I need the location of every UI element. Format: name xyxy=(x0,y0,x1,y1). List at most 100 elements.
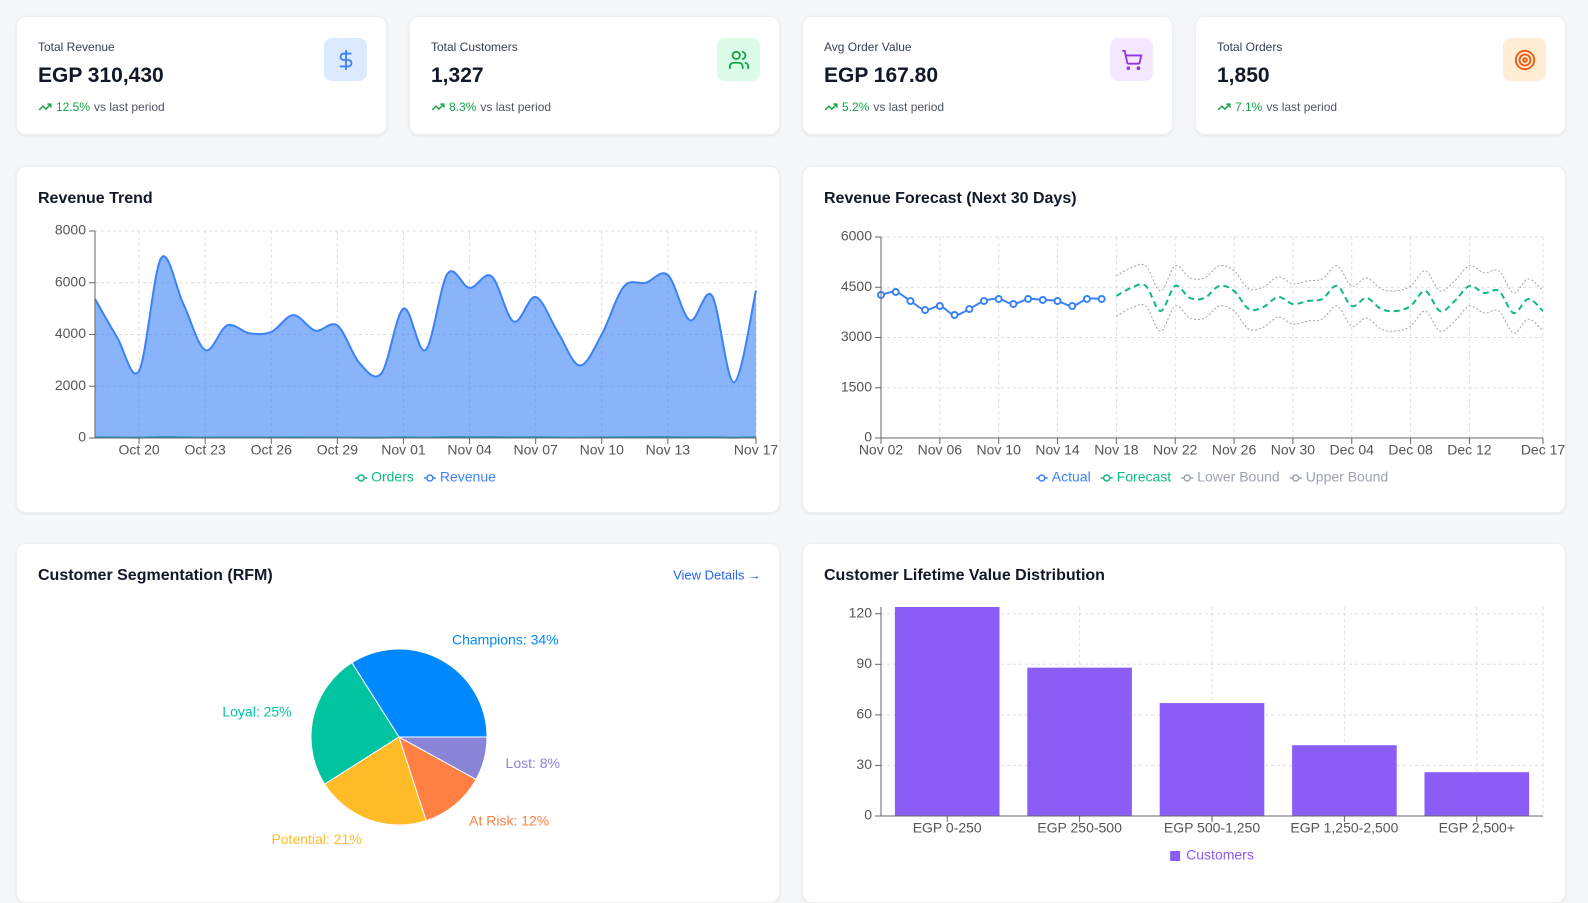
legend-label: Revenue xyxy=(440,469,496,485)
kpi-change: 8.3% vs last period xyxy=(431,100,551,114)
chart-title: Customer Lifetime Value Distribution xyxy=(824,567,1105,584)
legend-swatch xyxy=(357,474,365,482)
x-tick-label: Nov 10 xyxy=(977,442,1022,458)
x-tick-label: Nov 01 xyxy=(381,442,426,458)
trend-icon xyxy=(38,103,52,111)
point xyxy=(979,296,988,305)
x-tick-label: EGP 500-1,250 xyxy=(1164,820,1260,836)
legend-label: Actual xyxy=(1052,469,1091,485)
trend-icon xyxy=(1217,103,1231,111)
x-tick-label: Nov 30 xyxy=(1271,442,1316,458)
chart-card: Revenue Forecast (Next 30 Days) 0 1500 3000… xyxy=(802,166,1566,513)
line xyxy=(1116,263,1544,294)
y-tick-label: 3000 xyxy=(841,328,872,344)
kpi-value: EGP 310,430 xyxy=(38,64,164,87)
bar xyxy=(1292,745,1397,816)
kpi-change-suffix: vs last period xyxy=(480,100,552,114)
point xyxy=(1082,294,1091,303)
slice-label: At Risk: 12% xyxy=(469,812,549,828)
x-tick-label: Nov 10 xyxy=(580,442,625,458)
slice-label: Lost: 8% xyxy=(506,755,560,771)
y-tick-label: 4000 xyxy=(55,325,86,341)
area-line xyxy=(94,255,757,384)
chart-card: Customer Segmentation (RFM) View Details … xyxy=(16,543,780,903)
kpi-change: 12.5% vs last period xyxy=(38,100,165,114)
pie-slice xyxy=(324,736,427,826)
legend-swatch xyxy=(1291,474,1300,482)
point xyxy=(1024,294,1033,303)
x-tick-label: Oct 23 xyxy=(185,442,226,458)
legend-label: Lower Bound xyxy=(1197,469,1280,485)
line xyxy=(1116,303,1544,334)
point xyxy=(906,296,915,305)
x-tick-label: Nov 14 xyxy=(1035,442,1080,458)
point xyxy=(1068,302,1077,311)
kpi-icon xyxy=(1503,38,1546,81)
kpi-title: Avg Order Value xyxy=(824,40,912,54)
kpi-change: 7.1% vs last period xyxy=(1217,100,1337,114)
kpi-title: Total Revenue xyxy=(38,40,115,54)
x-tick-label: Nov 07 xyxy=(513,442,558,458)
legend-swatch xyxy=(1183,474,1191,482)
kpi-change-value: 12.5% xyxy=(56,100,91,114)
kpi-change: 5.2% vs last period xyxy=(824,100,944,114)
bar xyxy=(1424,772,1530,816)
chart: Revenue Forecast (Next 30 Days) 0 1500 3000… xyxy=(824,190,1565,485)
kpi-change-value: 7.1% xyxy=(1235,100,1263,114)
kpi-value: EGP 167.80 xyxy=(824,64,939,87)
kpi-title: Total Orders xyxy=(1217,40,1283,54)
pie-slice xyxy=(398,735,477,822)
kpi-icon xyxy=(717,38,760,81)
slice-label: Potential: 21% xyxy=(271,831,361,847)
x-tick-label: Oct 29 xyxy=(317,442,358,458)
point xyxy=(1038,295,1047,304)
x-tick-label: EGP 2,500+ xyxy=(1439,820,1515,836)
kpi-icon xyxy=(1110,38,1153,81)
point xyxy=(950,311,959,320)
legend-swatch xyxy=(1102,474,1111,482)
x-tick-label: Dec 12 xyxy=(1447,442,1492,458)
pie-slice xyxy=(310,662,400,785)
legend-label: Customers xyxy=(1186,847,1254,863)
chart: Revenue Trend 0 2000 4000 6000 8000 Oct 20 Oct … xyxy=(38,190,778,485)
x-tick-label: Oct 26 xyxy=(251,442,292,458)
view-details-link[interactable]: View Details → xyxy=(673,567,761,582)
y-tick-label: 0 xyxy=(78,429,86,445)
point xyxy=(965,305,974,314)
kpi-change-suffix: vs last period xyxy=(1266,100,1338,114)
chart-card: Customer Lifetime Value Distribution 0 30 6… xyxy=(802,543,1566,903)
kpi-change-suffix: vs last period xyxy=(94,100,165,114)
area-fill xyxy=(95,256,756,438)
target-icon xyxy=(1514,49,1535,70)
x-tick-label: Nov 22 xyxy=(1153,442,1198,458)
point xyxy=(921,306,930,315)
legend-label: Upper Bound xyxy=(1306,469,1389,485)
users-icon xyxy=(728,50,749,69)
x-tick-label: Nov 26 xyxy=(1212,442,1257,458)
x-tick-label: EGP 1,250-2,500 xyxy=(1290,820,1398,836)
x-tick-label: Nov 06 xyxy=(918,442,963,458)
x-tick-label: EGP 0-250 xyxy=(913,820,982,836)
y-tick-label: 0 xyxy=(864,429,872,445)
legend-swatch xyxy=(426,474,434,482)
x-tick-label: Dec 04 xyxy=(1330,442,1375,458)
trend-icon xyxy=(824,103,838,111)
kpi-card: Total Orders 1,850 7.1% vs last period xyxy=(1195,16,1566,135)
y-tick-label: 4500 xyxy=(841,278,872,294)
chart-title: Revenue Trend xyxy=(38,190,153,207)
chart-title: Customer Segmentation (RFM) xyxy=(38,567,273,584)
kpi-change-value: 5.2% xyxy=(842,100,870,114)
x-tick-label: Dec 08 xyxy=(1388,442,1433,458)
y-tick-label: 6000 xyxy=(841,228,872,244)
x-tick-label: Nov 18 xyxy=(1094,442,1139,458)
legend: Orders Revenue xyxy=(355,469,496,485)
y-tick-label: 8000 xyxy=(55,222,86,238)
y-tick-label: 60 xyxy=(856,706,872,722)
kpi-value: 1,850 xyxy=(1217,64,1270,87)
kpi-card: Total Revenue EGP 310,430 12.5% vs last p… xyxy=(16,16,387,135)
point xyxy=(891,287,900,296)
kpi-card: Avg Order Value EGP 167.80 5.2% vs last p… xyxy=(802,16,1173,135)
x-tick-label: Nov 02 xyxy=(859,442,904,458)
dollar-icon xyxy=(339,49,352,70)
